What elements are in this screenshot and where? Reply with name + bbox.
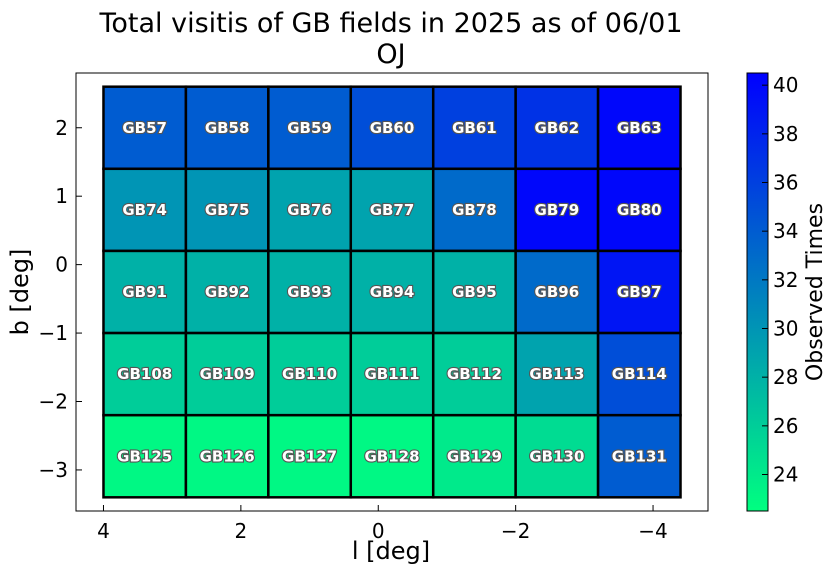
y-axis: 2 1 0 −1 −2 −3 [39, 116, 82, 482]
cell-label: GB97 [617, 283, 662, 301]
cell-label: GB112 [447, 365, 502, 383]
cell-label: GB126 [200, 447, 255, 465]
x-axis-title: l [deg] [352, 537, 430, 565]
colorbar-tick-label: 40 [773, 73, 798, 97]
colorbar: 24 26 28 30 32 34 36 38 40 Observed Times [746, 72, 828, 512]
cell-label: GB77 [370, 201, 415, 219]
y-tick-label: −2 [39, 390, 68, 414]
cell-label: GB91 [122, 283, 167, 301]
plot-area: GB57 GB58 GB59 GB60 GB61 GB62 GB63 GB74 GB75 GB76… [75, 72, 709, 512]
cell-label: GB127 [282, 447, 337, 465]
cell-label: GB78 [452, 201, 497, 219]
cell-label: GB61 [452, 119, 497, 137]
heatmap-cell [431, 85, 517, 171]
colorbar-tick-label: 32 [773, 268, 798, 292]
heatmap-cell [431, 331, 517, 417]
colorbar-tick-label: 26 [773, 414, 798, 438]
cell-label: GB60 [370, 119, 415, 137]
cell-label: GB96 [535, 283, 580, 301]
cell-label: GB109 [200, 365, 255, 383]
cell-label: GB62 [535, 119, 580, 137]
chart-subtitle: OJ [376, 39, 405, 70]
y-tick-label: −1 [39, 321, 68, 345]
cell-label: GB75 [205, 201, 250, 219]
colorbar-tick-label: 36 [773, 171, 798, 195]
colorbar-ticks: 24 26 28 30 32 34 36 38 40 [762, 73, 798, 487]
cell-label: GB92 [205, 283, 250, 301]
cell-label: GB128 [364, 447, 419, 465]
cell-label: GB111 [364, 365, 419, 383]
heatmap-cell-labels: GB57 GB58 GB59 GB60 GB61 GB62 GB63 GB74 GB75 GB76… [116, 118, 668, 467]
y-tick-label: 1 [55, 184, 68, 208]
heatmap-cell [102, 331, 188, 417]
heatmap-cell [184, 167, 270, 253]
heatmap-cell [349, 249, 435, 335]
heatmap-cell [596, 331, 682, 417]
y-tick-label: −3 [39, 458, 68, 482]
colorbar-tick-label: 24 [773, 463, 798, 487]
cell-label: GB80 [617, 201, 662, 219]
heatmap-cell [102, 85, 188, 171]
heatmap-cell [514, 413, 600, 499]
chart-title: Total visitis of GB fields in 2025 as of… [98, 8, 682, 39]
heatmap-cell [596, 85, 682, 171]
cell-label: GB76 [287, 201, 332, 219]
heatmap-cell [349, 167, 435, 253]
x-tick-label: 0 [372, 519, 385, 543]
heatmap-cell [514, 249, 600, 335]
heatmap-cell [102, 249, 188, 335]
x-axis: 4 2 0 −2 −4 [97, 505, 668, 543]
cell-label: GB93 [287, 283, 332, 301]
colorbar-label: Observed Times [803, 203, 828, 381]
cell-label: GB131 [612, 447, 667, 465]
colorbar-gradient [746, 72, 769, 512]
cell-label: GB94 [370, 283, 415, 301]
colorbar-tick-label: 38 [773, 122, 798, 146]
cell-label: GB57 [122, 119, 167, 137]
heatmap-cell [431, 249, 517, 335]
heatmap-cell [596, 249, 682, 335]
y-tick-label: 0 [55, 253, 68, 277]
cell-label: GB114 [612, 365, 667, 383]
x-tick-label: 4 [97, 519, 110, 543]
heatmap-cell [596, 413, 682, 499]
x-tick-label: 2 [235, 519, 248, 543]
cell-label: GB113 [529, 365, 584, 383]
y-tick-label: 2 [55, 116, 68, 140]
colorbar-tick-label: 28 [773, 365, 798, 389]
heatmap-cell [184, 413, 270, 499]
cell-label: GB125 [117, 447, 172, 465]
cell-label: GB110 [282, 365, 337, 383]
cell-label: GB58 [205, 119, 250, 137]
x-tick-label: −2 [501, 519, 530, 543]
heatmap-cell [184, 249, 270, 335]
cell-label: GB95 [452, 283, 497, 301]
cell-label: GB74 [122, 201, 167, 219]
heatmap-cells [102, 85, 682, 499]
cell-label: GB129 [447, 447, 502, 465]
x-tick-label: −4 [638, 519, 667, 543]
cell-label: GB79 [535, 201, 580, 219]
colorbar-tick-label: 34 [773, 219, 798, 243]
cell-label: GB130 [529, 447, 584, 465]
cell-label: GB108 [117, 365, 172, 383]
colorbar-tick-label: 30 [773, 317, 798, 341]
cell-label: GB59 [287, 119, 332, 137]
heatmap-cell [514, 167, 600, 253]
heatmap-cell [431, 413, 517, 499]
y-axis-title: b [deg] [6, 249, 34, 336]
cell-label: GB63 [617, 119, 662, 137]
